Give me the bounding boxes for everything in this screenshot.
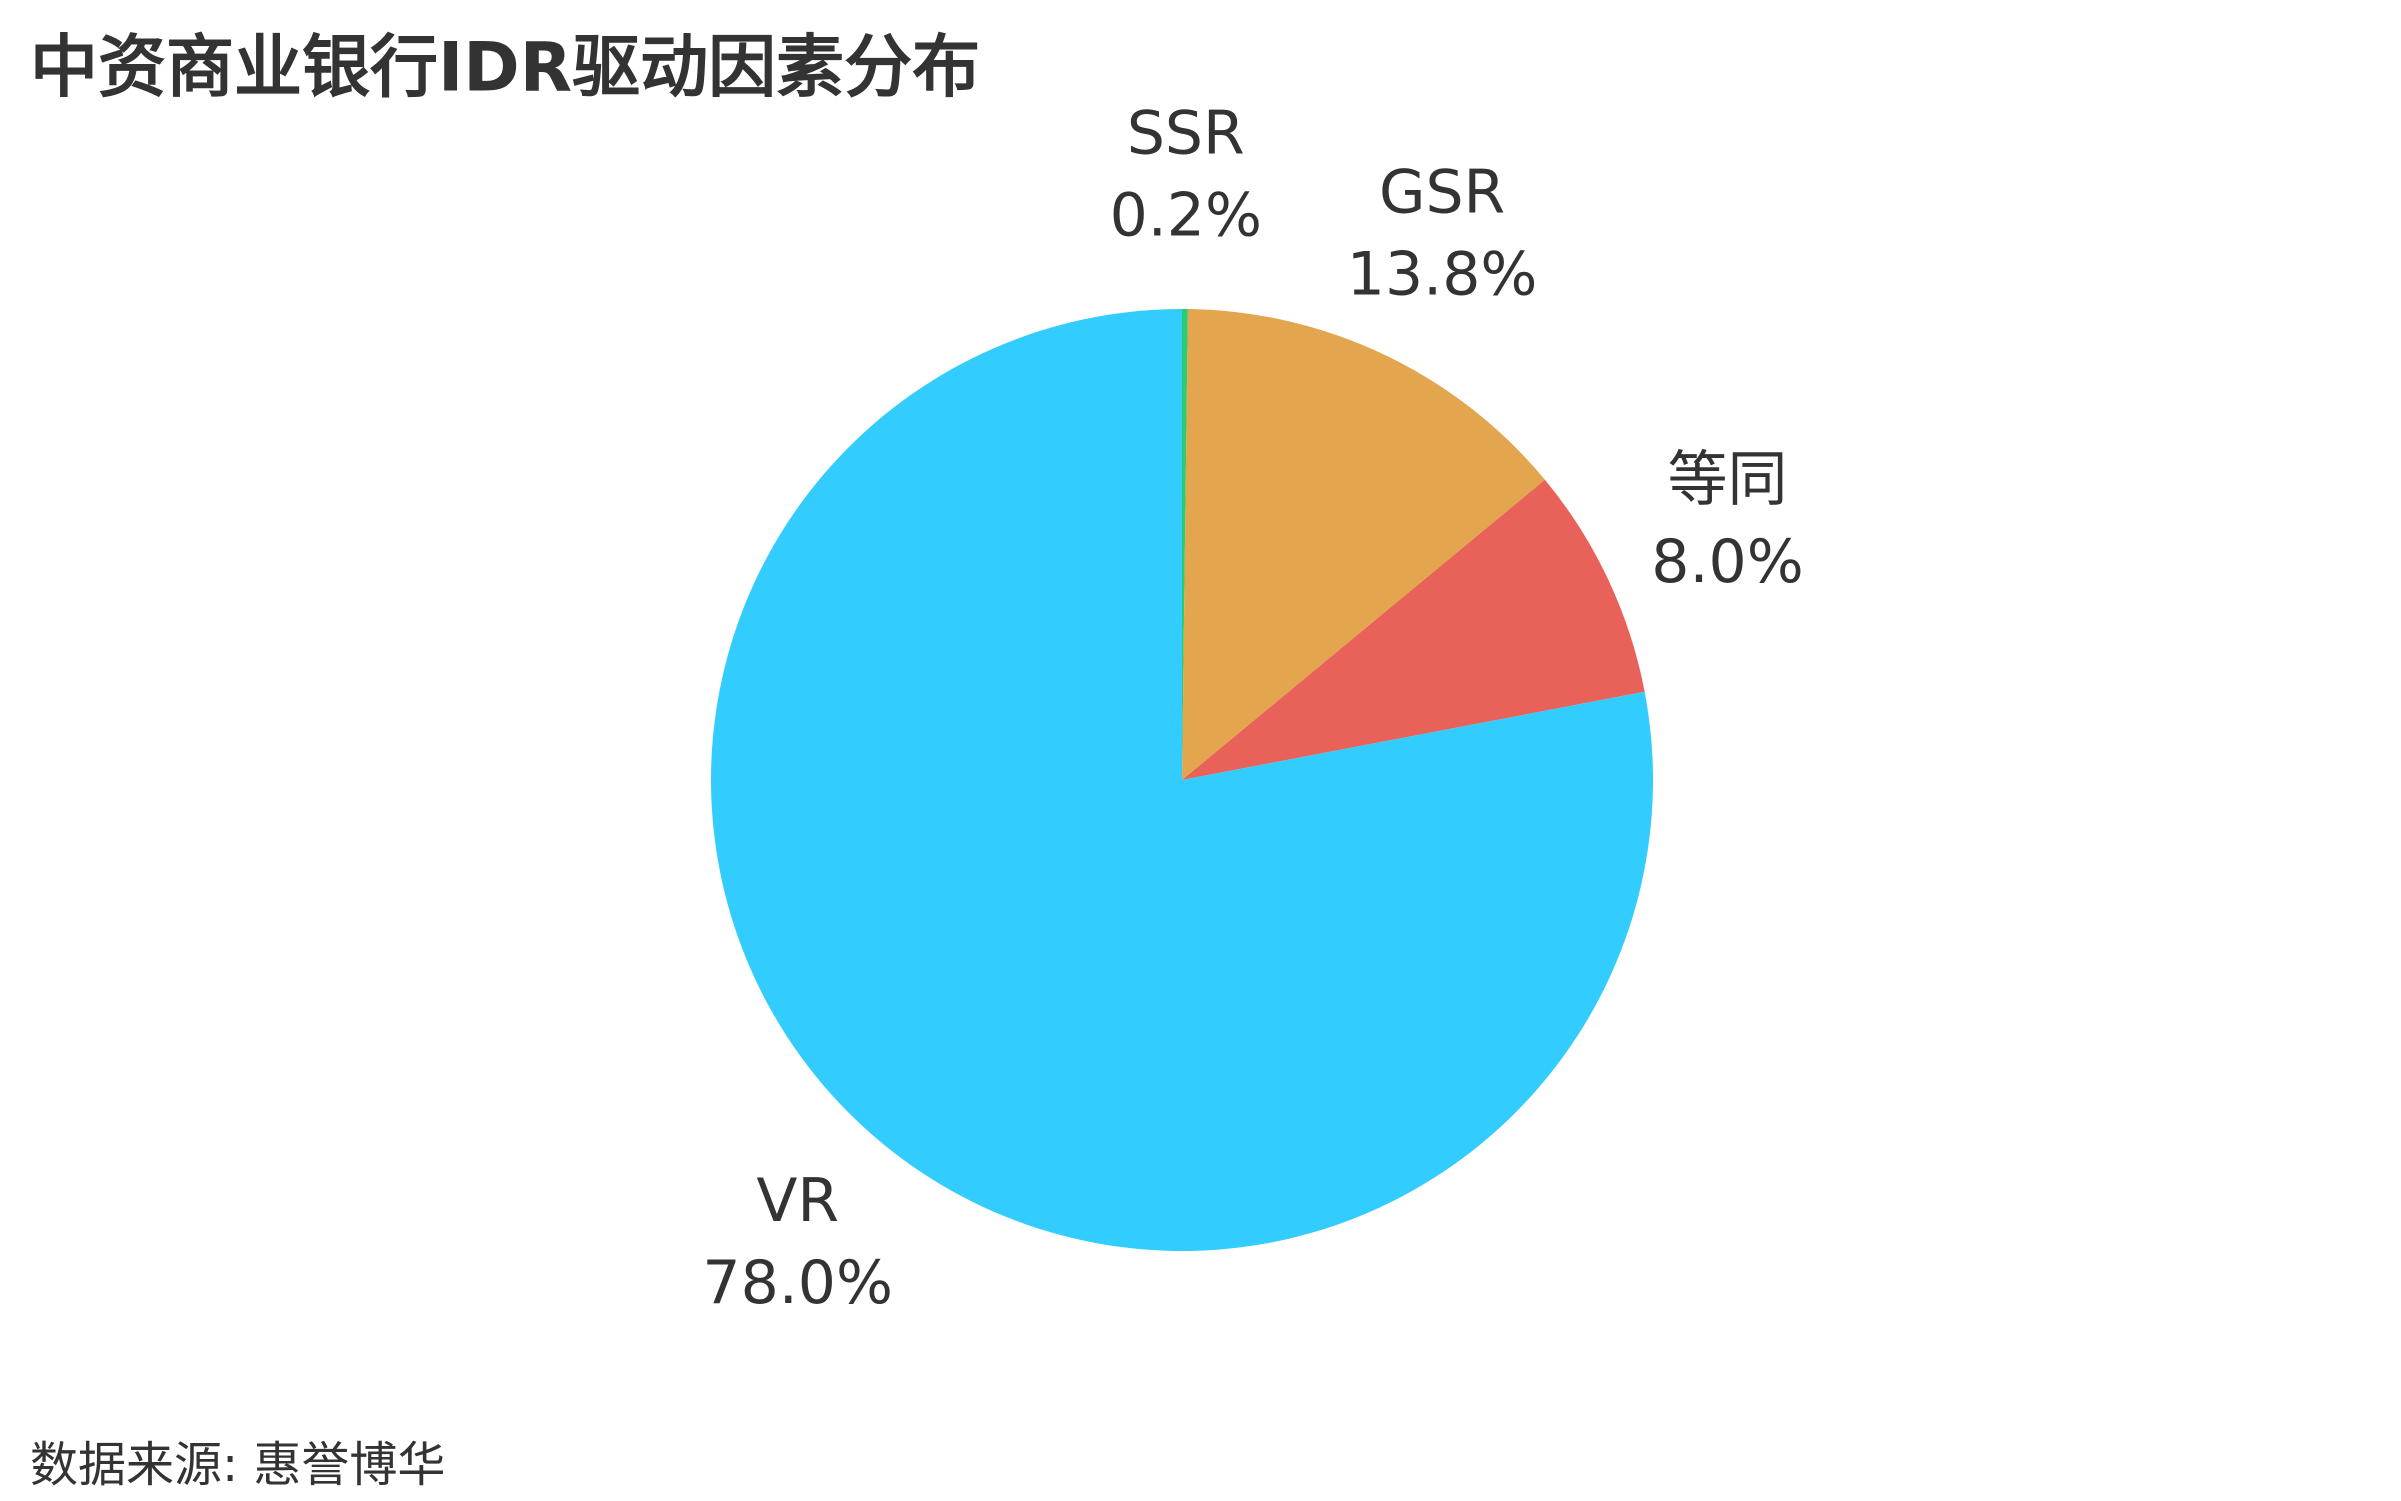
value-label: 8.0% xyxy=(1651,527,1803,597)
value-label: 78.0% xyxy=(702,1248,893,1318)
slice-name: GSR xyxy=(1379,158,1505,228)
slice-name: 等同 xyxy=(1668,445,1788,515)
value-label: 0.2% xyxy=(1110,181,1262,251)
slice-name: VR xyxy=(756,1166,839,1236)
value-label: 13.8% xyxy=(1347,240,1538,310)
pie-slice xyxy=(1182,309,1545,780)
source-note: 数据来源: 惠誉博华 xyxy=(30,1437,445,1493)
pie-slice xyxy=(711,309,1653,1251)
chart-title: 中资商业银行IDR驱动因素分布 xyxy=(30,29,980,108)
pie-slice xyxy=(1182,479,1645,780)
slice-name: SSR xyxy=(1127,99,1245,169)
pie-slice xyxy=(1182,309,1188,780)
